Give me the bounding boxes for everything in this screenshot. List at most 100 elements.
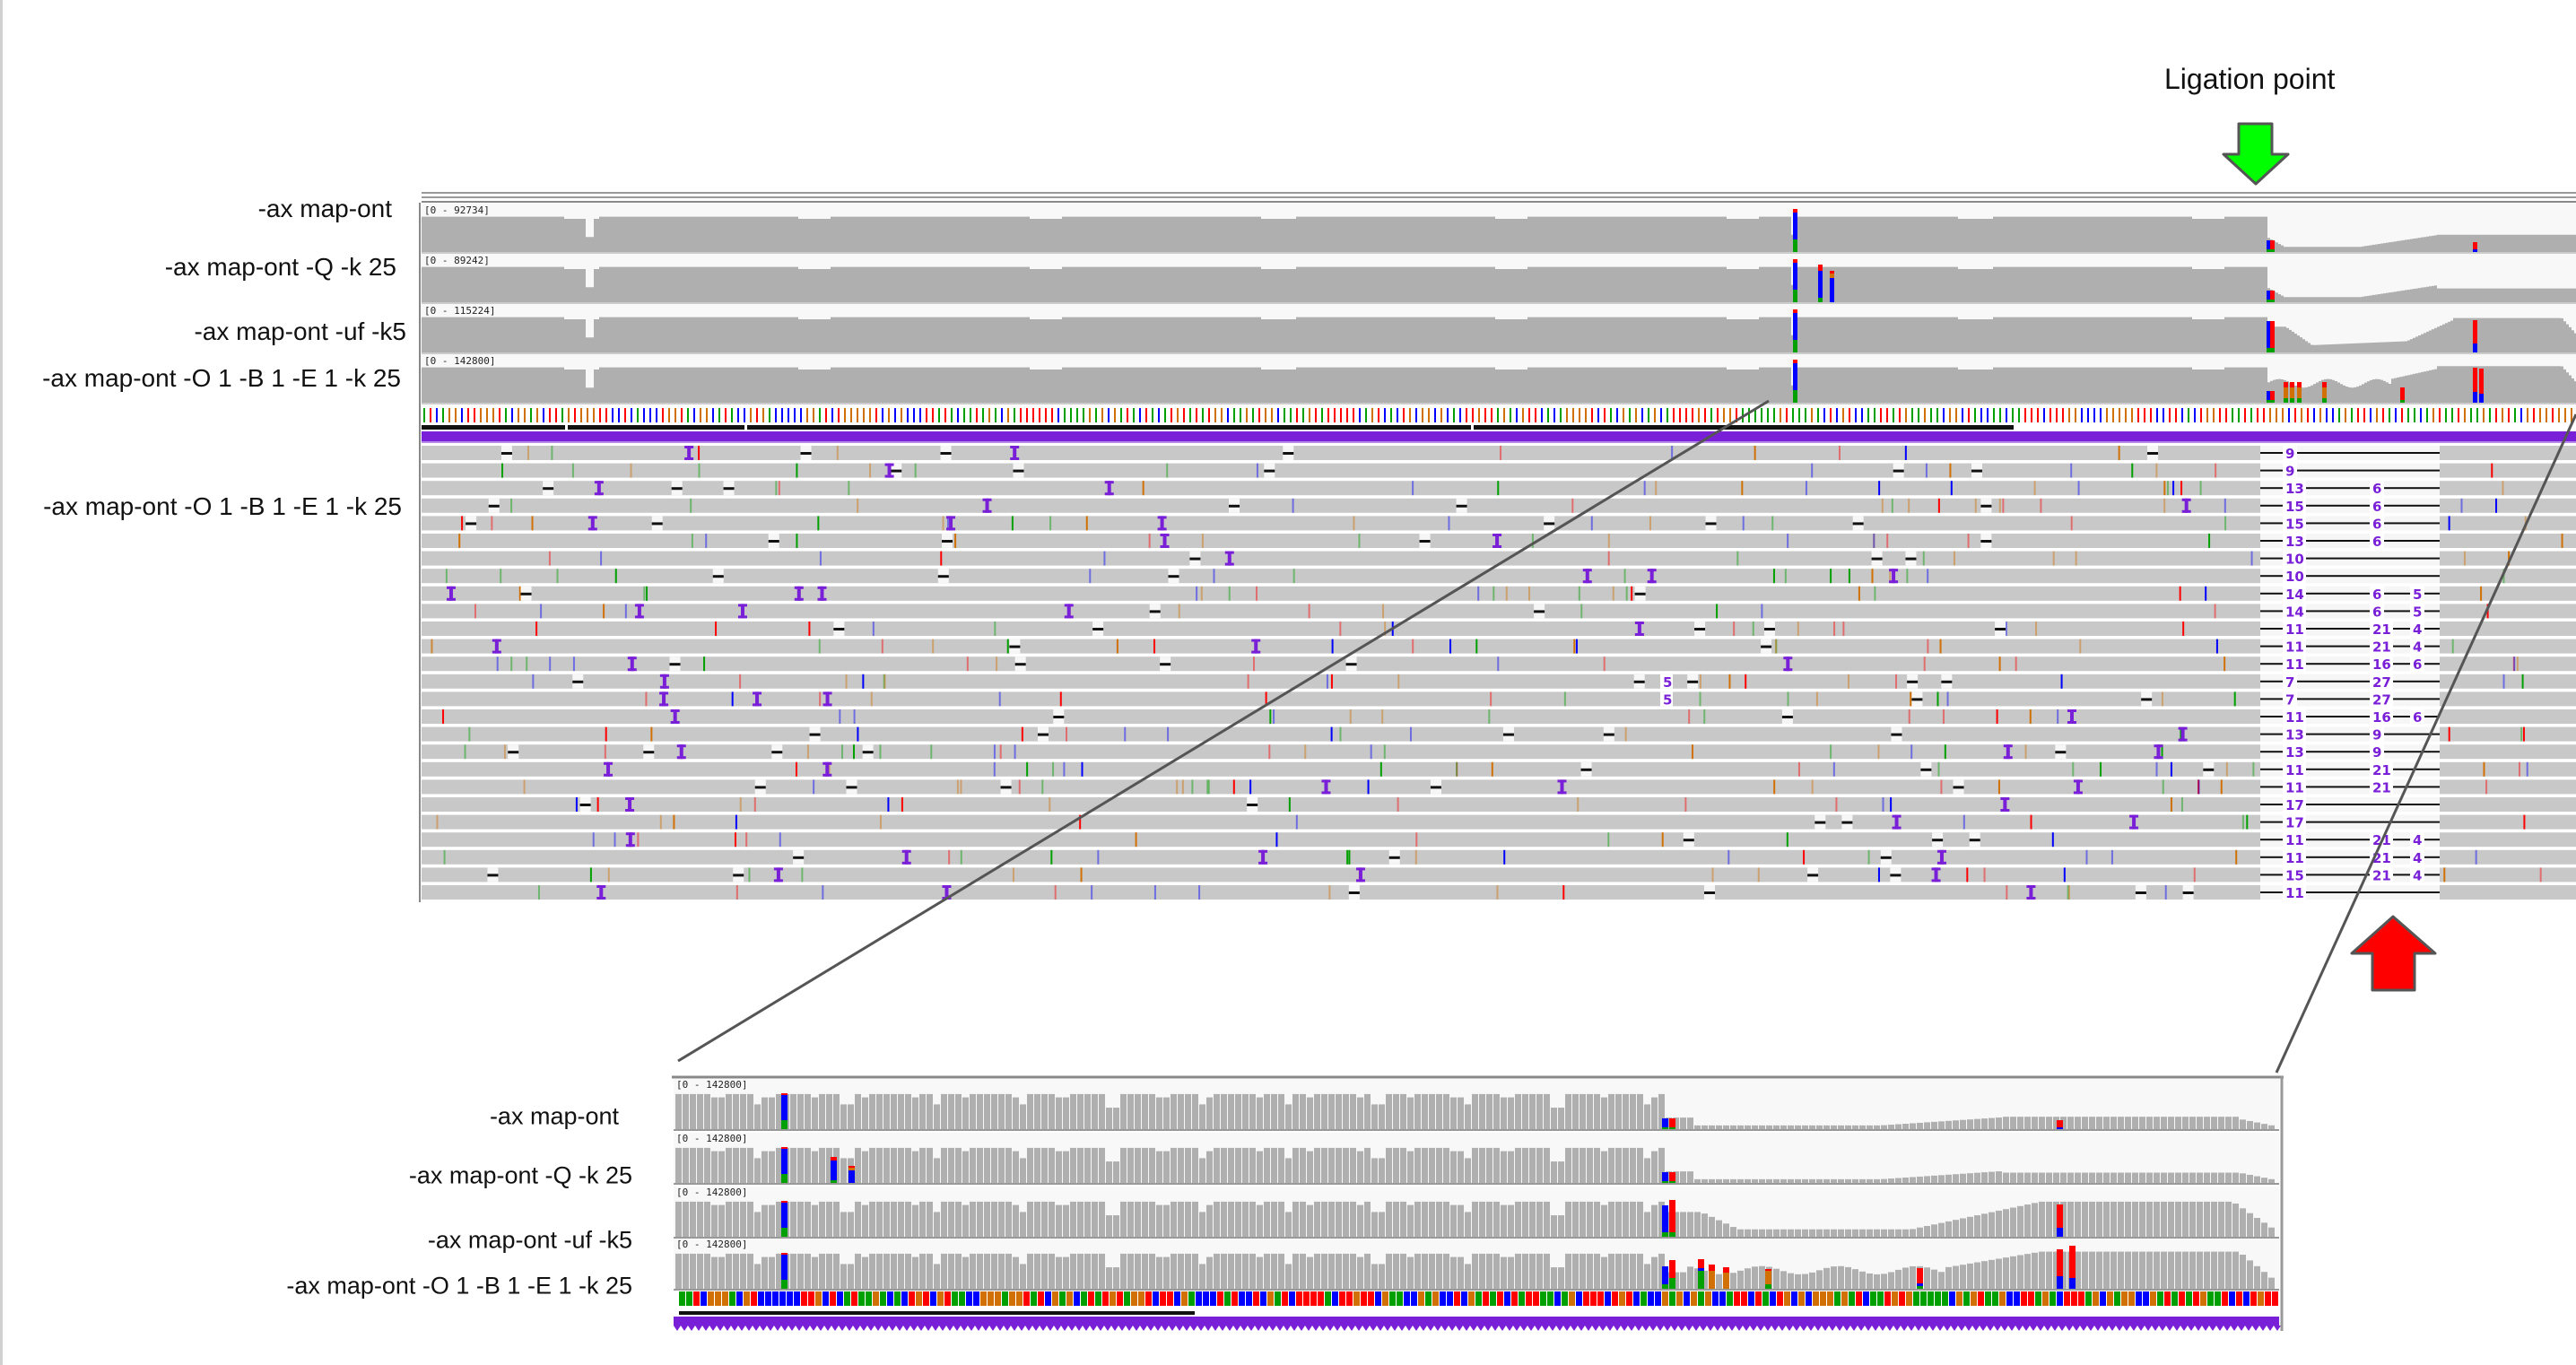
- deletion-length-label: 4: [2413, 622, 2422, 638]
- deletion-length-label: 11: [2285, 622, 2304, 638]
- read-row: 7 27: [422, 691, 2576, 708]
- read-row: 14 6 5: [422, 586, 2576, 603]
- read-row: 11 16 6: [422, 709, 2576, 726]
- read-row: 11 21: [422, 779, 2576, 796]
- inset-data-range-label: [0 - 142800]: [676, 1187, 747, 1198]
- inset-track-label-4: -ax map-ont -O 1 -B 1 -E 1 -k 25: [286, 1272, 632, 1300]
- read-row: 7 27: [422, 674, 2576, 691]
- ligation-point-label: Ligation point: [2164, 63, 2336, 95]
- read-row: 13 6: [422, 481, 2576, 497]
- breakpoint-arrow-icon: [2350, 915, 2437, 992]
- deletion-length-label: 21: [2372, 639, 2391, 656]
- deletion-length-label: 6: [2372, 516, 2381, 532]
- read-row: 17: [422, 797, 2576, 813]
- coverage-track-4: [0 - 142800]: [422, 354, 2576, 404]
- deletion-length-label: 9: [2285, 446, 2294, 462]
- deletion-length-label: 13: [2285, 744, 2304, 761]
- inset-track-label-2: -ax map-ont -Q -k 25: [408, 1161, 632, 1189]
- read-row: 14 6 5: [422, 604, 2576, 620]
- deletion-length-label: 6: [2372, 534, 2381, 550]
- inset-reference-sequence: [679, 1291, 2278, 1306]
- inset-view: [0 - 142800] [0 - 142800] [0 - 142800] [0 -…: [672, 1075, 2284, 1331]
- deletion-length-label: 6: [2413, 656, 2422, 673]
- deletion-length-label: 15: [2285, 867, 2304, 883]
- deletion-length-label: 27: [2372, 691, 2391, 708]
- deletion-length-label: 15: [2285, 499, 2304, 515]
- inset-coverage-track-1: [0 - 142800]: [674, 1079, 2279, 1131]
- read-row: 10: [422, 569, 2576, 585]
- read-row: 11 16 6: [422, 656, 2576, 673]
- main-track-label-3: -ax map-ont -uf -k5: [194, 317, 406, 345]
- deletion-length-label: 9: [2372, 727, 2381, 743]
- read-row: 9: [422, 446, 2576, 462]
- feature-bar: [422, 431, 2576, 443]
- coverage-track-2: [0 - 89242]: [422, 254, 2576, 304]
- read-row: 15 6: [422, 516, 2576, 532]
- deletion-length-label: 7: [2285, 691, 2294, 708]
- inset-gene-line: [679, 1311, 1195, 1315]
- zoom-connector-right: [2275, 413, 2576, 1074]
- read-row: 13 6: [422, 534, 2576, 550]
- deletion-length-label: 21: [2372, 762, 2391, 778]
- deletion-length-label: 11: [2285, 709, 2304, 726]
- inset-data-range-label: [0 - 142800]: [676, 1079, 747, 1091]
- insertion-size-label: 5: [1663, 691, 1672, 708]
- inset-track-label-3: -ax map-ont -uf -k5: [427, 1226, 632, 1254]
- main-track-label-1: -ax map-ont: [257, 195, 392, 222]
- deletion-length-label: 11: [2285, 779, 2304, 796]
- deletion-length-label: 6: [2413, 709, 2422, 726]
- deletion-length-label: 13: [2285, 481, 2304, 497]
- data-range-label: [0 - 92734]: [424, 204, 490, 216]
- read-row: 15 6: [422, 498, 2576, 515]
- inset-track-label-1: -ax map-ont: [489, 1102, 619, 1130]
- deletion-length-label: 9: [2372, 744, 2381, 761]
- deletion-length-label: 13: [2285, 534, 2304, 550]
- deletion-length-label: 21: [2372, 867, 2391, 883]
- deletion-length-label: 10: [2285, 552, 2304, 568]
- deletion-length-label: 10: [2285, 569, 2304, 585]
- main-view: [0 - 92734] [0 - 89242] [0 - 115224] [0 - 1…: [419, 192, 2576, 902]
- deletion-length-label: 11: [2285, 656, 2304, 673]
- read-row: 17: [422, 814, 2576, 831]
- read-row: 11 21: [422, 761, 2576, 778]
- main-track-label-4: -ax map-ont -O 1 -B 1 -E 1 -k 25: [42, 364, 401, 392]
- deletion-length-label: 5: [2413, 604, 2422, 620]
- inset-feature-bar: [674, 1317, 2281, 1331]
- deletion-length-label: 14: [2285, 604, 2304, 620]
- alignment-track-label: -ax map-ont -O 1 -B 1 -E 1 -k 25: [43, 492, 402, 520]
- deletion-length-label: 4: [2413, 832, 2422, 848]
- deletion-length-label: 4: [2413, 867, 2422, 883]
- deletion-length-label: 11: [2285, 885, 2304, 901]
- left-border: [0, 0, 3, 1365]
- deletion-length-label: 6: [2372, 587, 2381, 603]
- main-track-label-2: -ax map-ont -Q -k 25: [164, 253, 396, 281]
- inset-coverage-track-2: [0 - 142800]: [674, 1133, 2279, 1185]
- deletion-length-label: 11: [2285, 639, 2304, 656]
- inset-data-range-label: [0 - 142800]: [676, 1133, 747, 1144]
- insertion-size-label: 5: [1663, 674, 1672, 691]
- deletion-length-label: 13: [2285, 727, 2304, 743]
- read-row: 9: [422, 463, 2576, 480]
- read-row: 13 9: [422, 744, 2576, 761]
- deletion-length-label: 6: [2372, 499, 2381, 515]
- deletion-length-label: 17: [2285, 815, 2304, 831]
- deletion-length-label: 5: [2413, 587, 2422, 603]
- deletion-length-label: 11: [2285, 762, 2304, 778]
- deletion-length-label: 7: [2285, 674, 2294, 691]
- deletion-length-label: 4: [2413, 850, 2422, 866]
- inset-coverage-track-3: [0 - 142800]: [674, 1187, 2279, 1239]
- deletion-length-label: 16: [2372, 709, 2391, 726]
- deletion-length-label: 6: [2372, 481, 2381, 497]
- inset-data-range-label: [0 - 142800]: [676, 1239, 747, 1250]
- inset-coverage-track-4: [0 - 142800]: [674, 1239, 2279, 1291]
- read-row: 13 9: [422, 726, 2576, 743]
- deletion-length-label: 11: [2285, 832, 2304, 848]
- read-row: 10: [422, 551, 2576, 568]
- reference-sequence-track: [423, 408, 2572, 422]
